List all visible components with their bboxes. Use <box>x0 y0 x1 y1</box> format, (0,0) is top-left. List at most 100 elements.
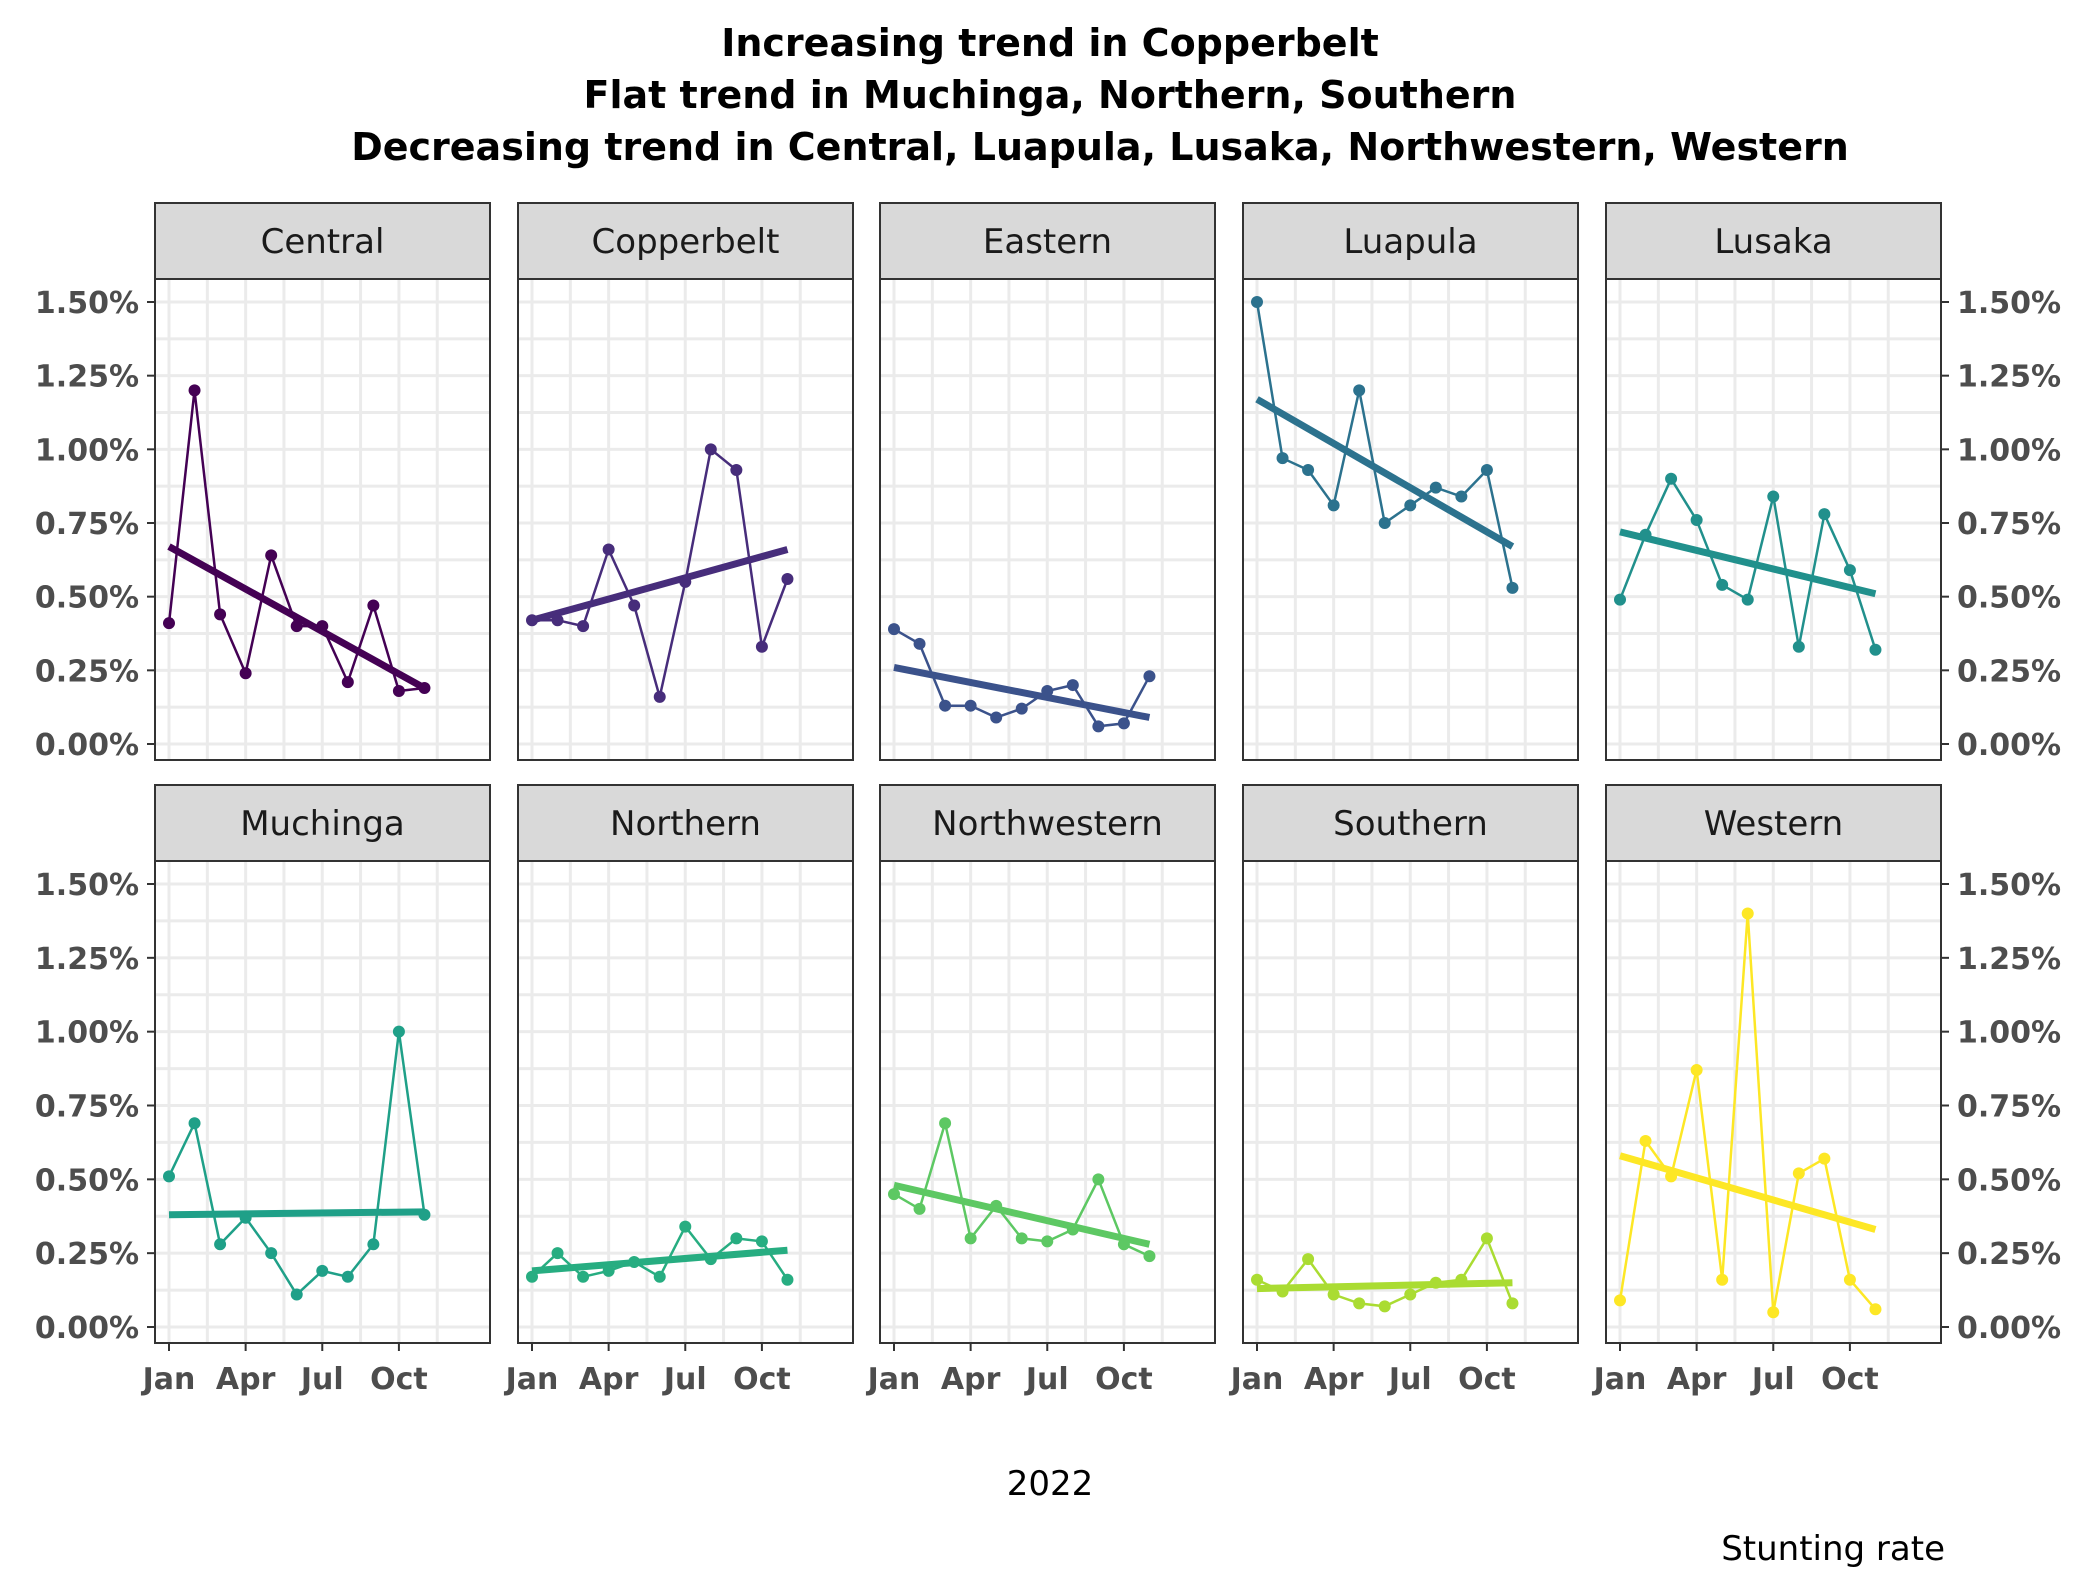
data-point <box>341 676 354 689</box>
data-point <box>1614 1294 1626 1307</box>
data-point <box>939 699 952 712</box>
trend-line-copperbelt <box>531 546 789 624</box>
data-point <box>1690 514 1703 527</box>
x-tick-label: Jul <box>1387 1362 1432 1397</box>
data-point <box>913 637 926 650</box>
strip-label: Western <box>1704 804 1843 844</box>
trend-line-muchinga <box>168 1208 425 1219</box>
data-point <box>1251 1273 1263 1286</box>
data-point <box>1455 490 1468 503</box>
data-point <box>1117 717 1130 730</box>
panel-border <box>1242 278 1579 761</box>
data-point <box>1353 384 1366 397</box>
x-tick-label: Jan <box>1592 1362 1647 1397</box>
data-point <box>1767 490 1780 503</box>
data-point <box>913 1202 926 1215</box>
data-point <box>653 690 666 703</box>
x-tick-label: Apr <box>579 1362 639 1397</box>
x-tick-label: Apr <box>941 1362 1001 1397</box>
data-point <box>602 1264 615 1277</box>
data-point <box>1869 1303 1882 1316</box>
strip-luapula <box>1242 202 1579 280</box>
strip-label: Northern <box>610 804 761 844</box>
data-point <box>1480 463 1493 476</box>
data-point <box>1302 463 1315 476</box>
x-tick-label: Apr <box>1304 1362 1364 1397</box>
data-point <box>781 1273 794 1286</box>
x-tick-label: Jan <box>504 1362 559 1397</box>
strip-copperbelt <box>517 202 854 280</box>
x-tick-label: Oct <box>1458 1362 1516 1397</box>
y-tick-label: 0.25% <box>1957 654 2061 689</box>
data-point <box>1614 593 1626 606</box>
x-axis-title: 2022 <box>1007 1464 1094 1504</box>
y-tick-label: 0.75% <box>35 1090 139 1125</box>
panel-copperbelt: Copperbelt <box>517 202 854 761</box>
data-point <box>1015 1232 1028 1245</box>
data-point <box>1665 472 1678 485</box>
data-point <box>1378 1300 1391 1313</box>
strip-label: Lusaka <box>1714 222 1832 262</box>
trend-line-eastern <box>893 663 1151 721</box>
trend-line-central <box>167 543 427 692</box>
strip-label: Luapula <box>1343 222 1477 262</box>
data-point <box>990 1199 1003 1212</box>
strip-northern <box>517 784 854 862</box>
data-point <box>888 1188 900 1201</box>
x-tick-label: Oct <box>733 1362 791 1397</box>
data-point <box>239 667 252 680</box>
y-tick-label: 1.25% <box>35 360 139 395</box>
data-point <box>1869 643 1882 656</box>
data-point <box>755 1235 768 1248</box>
trend-line-lusaka <box>1619 528 1877 598</box>
y-tick-label: 0.50% <box>35 581 139 616</box>
title-line-1: Increasing trend in Copperbelt <box>721 21 1379 65</box>
data-point <box>526 1270 538 1283</box>
data-point <box>1327 499 1340 512</box>
strip-label: Northwestern <box>932 804 1163 844</box>
panel-muchinga: Muchinga 0.00% 0.25% 0.50% 0.75% 1.00% 1.25% 1.… <box>35 784 491 1397</box>
x-tick-label: Oct <box>1095 1362 1153 1397</box>
panel-border <box>879 278 1216 761</box>
data-point <box>1276 452 1289 465</box>
data-point <box>1066 1223 1079 1236</box>
data-point <box>418 1208 431 1221</box>
y-tick-label: 1.50% <box>1957 286 2061 321</box>
y-tick-label: 0.25% <box>1957 1237 2061 1272</box>
strip-western <box>1605 784 1942 862</box>
x-tick-label: Apr <box>216 1362 276 1397</box>
data-point <box>628 599 641 612</box>
data-point <box>653 1270 666 1283</box>
data-point <box>239 1211 252 1224</box>
data-point <box>1818 508 1831 521</box>
data-point <box>418 682 431 695</box>
data-point <box>577 1270 590 1283</box>
data-point <box>990 711 1003 724</box>
data-point <box>704 443 717 456</box>
panel-eastern: Eastern <box>879 202 1216 761</box>
data-point <box>163 617 175 630</box>
data-point <box>1117 1238 1130 1251</box>
strip-lusaka <box>1605 202 1942 280</box>
data-point <box>290 620 303 633</box>
panel-luapula: Luapula <box>1242 202 1579 761</box>
data-point <box>755 640 768 653</box>
data-point <box>341 1270 354 1283</box>
data-point <box>704 1253 717 1266</box>
data-point <box>679 575 692 588</box>
data-point <box>551 1247 564 1260</box>
data-point <box>1066 679 1079 692</box>
strip-eastern <box>879 202 1216 280</box>
chart-title: Increasing trend in Copperbelt Flat tren… <box>351 21 1849 169</box>
data-point <box>188 384 201 397</box>
data-point <box>577 620 590 633</box>
trend-line-northwestern <box>893 1181 1151 1248</box>
x-tick-label: Oct <box>370 1362 428 1397</box>
data-point <box>781 572 794 585</box>
data-point <box>602 543 615 556</box>
trend-line-luapula <box>1255 396 1515 550</box>
data-point <box>1404 1288 1417 1301</box>
data-point <box>214 1238 227 1251</box>
y-tick-label: 1.25% <box>1957 360 2061 395</box>
x-tick-label: Jul <box>1024 1362 1069 1397</box>
